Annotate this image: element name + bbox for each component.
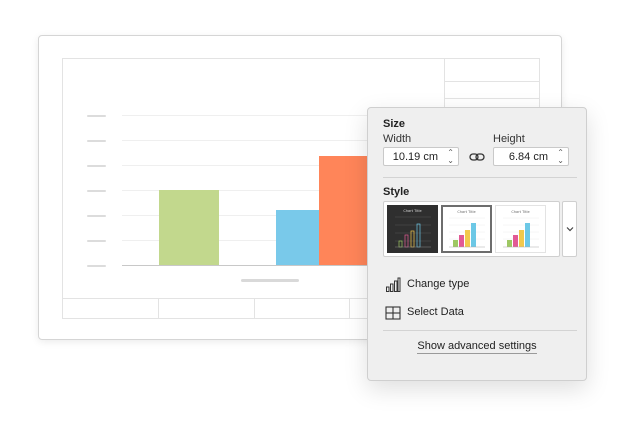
gridline (122, 115, 372, 116)
table-row-divider (63, 298, 539, 299)
style-section-title: Style (383, 186, 410, 198)
link-aspect-ratio-icon[interactable] (469, 150, 485, 168)
height-label: Height (493, 133, 525, 145)
width-label: Width (383, 133, 412, 145)
height-stepper-icon[interactable]: ⌃ ⌄ (557, 148, 564, 165)
y-tick-label (87, 190, 106, 192)
y-tick-label (87, 215, 106, 217)
thumbnail-title: Chart Title (457, 210, 475, 214)
size-section-title: Size (383, 118, 406, 130)
change-type-label: Change type (407, 278, 470, 290)
gridline (122, 165, 372, 166)
height-field[interactable]: 6.84 cm ⌃ ⌄ (493, 147, 569, 166)
style-dropdown-button[interactable] (562, 201, 577, 257)
change-type-button[interactable]: Change type (383, 275, 573, 295)
table-column-divider (158, 298, 159, 318)
y-tick-label (87, 265, 106, 267)
gridline (122, 240, 372, 241)
width-field[interactable]: 10.19 cm ⌃ ⌄ (383, 147, 459, 166)
show-advanced-settings-label[interactable]: Show advanced settings (417, 340, 537, 354)
table-column-divider (349, 298, 350, 318)
y-tick-label (87, 140, 106, 142)
width-value[interactable]: 10.19 cm (392, 151, 438, 163)
table-grid-icon (385, 305, 401, 326)
chart-style-dark-option[interactable]: Chart Title (387, 205, 438, 253)
gridline (122, 215, 372, 216)
width-stepper-icon[interactable]: ⌃ ⌄ (447, 148, 454, 165)
chart-style-gallery: Chart Title Chart Title (383, 201, 560, 257)
chart-bar[interactable] (159, 190, 219, 265)
thumbnail-title: Chart Title (511, 210, 529, 214)
y-tick-label (87, 115, 106, 117)
chart-style-light-option-selected[interactable]: Chart Title (441, 205, 492, 253)
divider (383, 177, 577, 178)
show-advanced-settings-link[interactable]: Show advanced settings (368, 340, 586, 354)
table-column-divider (254, 298, 255, 318)
gridline (122, 190, 372, 191)
height-value[interactable]: 6.84 cm (508, 151, 548, 163)
table-row-divider (444, 81, 539, 82)
table-row-divider (444, 98, 539, 99)
select-data-button[interactable]: Select Data (383, 303, 573, 323)
select-data-label: Select Data (407, 306, 464, 318)
divider (383, 330, 577, 331)
chart-style-light-option[interactable]: Chart Title (495, 205, 546, 253)
chevron-down-icon (566, 227, 574, 232)
chart-format-popover: Size Width Height 10.19 cm ⌃ ⌄ 6.84 cm ⌃ ⌄… (367, 107, 587, 381)
thumbnail-title: Chart Title (403, 209, 421, 213)
bar-chart-icon (385, 277, 401, 298)
y-tick-label (87, 165, 106, 167)
gridline (122, 140, 372, 141)
chart-scroll-handle[interactable] (241, 279, 299, 282)
y-tick-label (87, 240, 106, 242)
x-axis-line (122, 265, 372, 266)
